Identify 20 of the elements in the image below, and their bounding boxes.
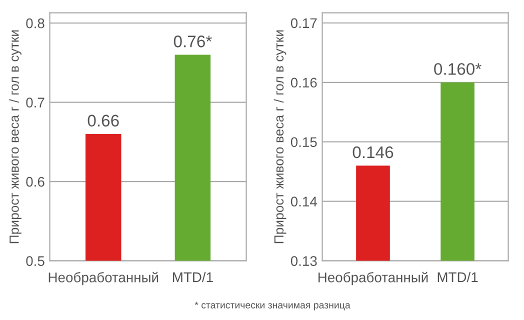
x-tick-label: Необработанный (48, 272, 158, 286)
y-axis-title: Прирост живого веса г / гол в сутки (9, 30, 22, 244)
y-tick-label: 0.13 (290, 256, 317, 266)
y-tick-label: 0.6 (26, 176, 44, 187)
data-label: 0.146 (352, 146, 394, 158)
x-tick-label: MTD/1 (172, 272, 213, 282)
y-tick-label: 0.5 (26, 256, 44, 266)
y-axis-title: Прирост живого веса г / гол в сутки (274, 30, 286, 244)
y-tick-label: 0.8 (26, 18, 44, 28)
x-tick-label: Необработанный (318, 272, 428, 286)
y-tick-label: 0.7 (26, 98, 44, 108)
y-tick-label: 0.16 (290, 78, 317, 88)
y-tick-label: 0.14 (290, 196, 317, 206)
data-label: 0.160* (434, 63, 482, 75)
y-tick-label: 0.17 (290, 18, 317, 28)
x-tick-label: MTD/1 (438, 272, 478, 282)
data-label: 0.76* (174, 36, 212, 48)
data-label: 0.66 (88, 114, 119, 127)
text: * статистически значимая разница (194, 302, 350, 310)
y-tick-label: 0.15 (290, 137, 317, 148)
